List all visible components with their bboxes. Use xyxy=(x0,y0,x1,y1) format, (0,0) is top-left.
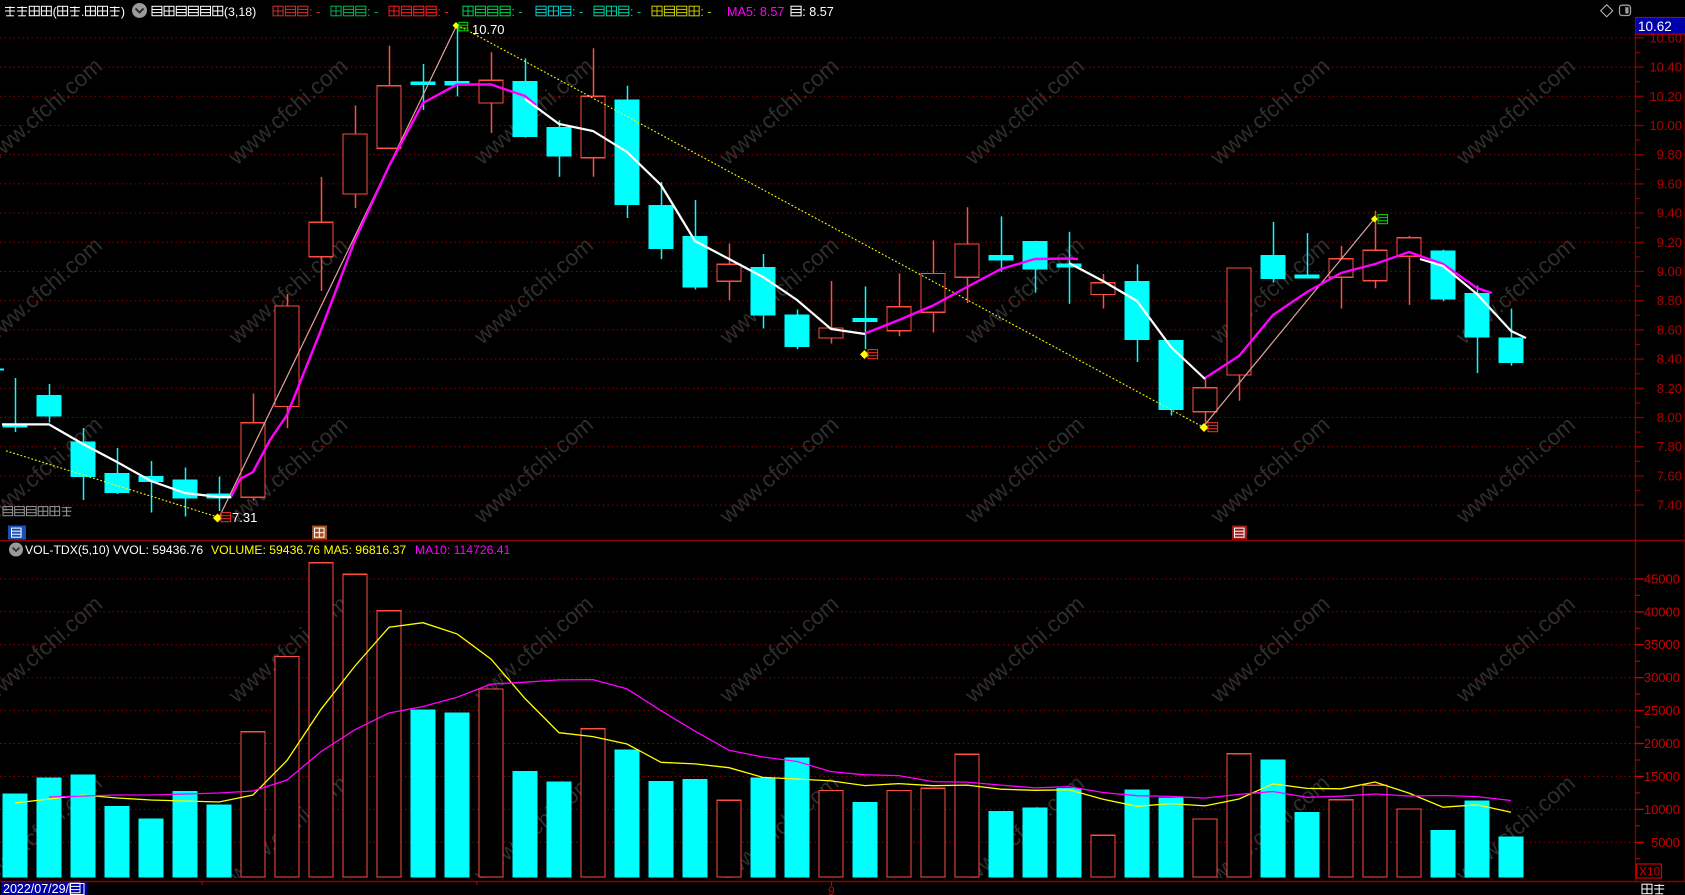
svg-text:(3,18): (3,18) xyxy=(224,5,256,19)
svg-text:.: . xyxy=(81,5,84,19)
svg-text:7.60: 7.60 xyxy=(1657,468,1682,483)
svg-text:7.80: 7.80 xyxy=(1657,439,1682,454)
svg-text:9.80: 9.80 xyxy=(1657,147,1682,162)
svg-text:MA5: 8.57: MA5: 8.57 xyxy=(727,5,784,19)
svg-text:25000: 25000 xyxy=(1644,703,1680,718)
svg-text:10000: 10000 xyxy=(1644,802,1680,817)
svg-text:40000: 40000 xyxy=(1644,604,1680,619)
svg-text:10.00: 10.00 xyxy=(1649,118,1682,133)
svg-text:45000: 45000 xyxy=(1644,571,1680,586)
svg-text:8.80: 8.80 xyxy=(1657,293,1682,308)
svg-text:7.40: 7.40 xyxy=(1657,498,1682,513)
svg-text:8.60: 8.60 xyxy=(1657,322,1682,337)
svg-text:: -: : - xyxy=(437,5,448,19)
svg-text:MA10: 114726.41: MA10: 114726.41 xyxy=(415,543,511,557)
svg-text:8.40: 8.40 xyxy=(1657,352,1682,367)
svg-text:8.20: 8.20 xyxy=(1657,381,1682,396)
svg-text:VOLUME: 59436.76 MA5: 96816.3: VOLUME: 59436.76 MA5: 96816.37 xyxy=(211,543,406,557)
svg-text:10.70: 10.70 xyxy=(472,22,505,37)
svg-text:: 8.57: : 8.57 xyxy=(802,5,834,19)
svg-text:: -: : - xyxy=(572,5,583,19)
svg-text:35000: 35000 xyxy=(1644,637,1680,652)
svg-text:10.20: 10.20 xyxy=(1649,89,1682,104)
svg-text:: -: : - xyxy=(511,5,522,19)
svg-text:5000: 5000 xyxy=(1651,835,1680,850)
svg-text:15000: 15000 xyxy=(1644,769,1680,784)
svg-text:: -: : - xyxy=(367,5,378,19)
svg-text:30000: 30000 xyxy=(1644,670,1680,685)
svg-text:VOL-TDX(5,10) VVOL: 59436.76: VOL-TDX(5,10) VVOL: 59436.76 xyxy=(25,543,203,557)
svg-text:9.40: 9.40 xyxy=(1657,206,1682,221)
svg-text:9: 9 xyxy=(828,884,835,895)
svg-text:2022/07/29/: 2022/07/29/ xyxy=(3,882,70,895)
svg-text:9.20: 9.20 xyxy=(1657,235,1682,250)
svg-text:: -: : - xyxy=(630,5,641,19)
svg-text:): ) xyxy=(121,5,125,19)
svg-text:X10: X10 xyxy=(1639,865,1661,879)
svg-text:9.00: 9.00 xyxy=(1657,264,1682,279)
svg-text:7.31: 7.31 xyxy=(232,510,257,525)
svg-text:9.60: 9.60 xyxy=(1657,176,1682,191)
svg-text:20000: 20000 xyxy=(1644,736,1680,751)
svg-text:(: ( xyxy=(53,5,58,19)
svg-text:10.62: 10.62 xyxy=(1638,19,1672,34)
svg-text:10.40: 10.40 xyxy=(1649,60,1682,75)
svg-text:: -: : - xyxy=(700,5,711,19)
svg-text:: -: : - xyxy=(309,5,320,19)
svg-text:8.00: 8.00 xyxy=(1657,410,1682,425)
